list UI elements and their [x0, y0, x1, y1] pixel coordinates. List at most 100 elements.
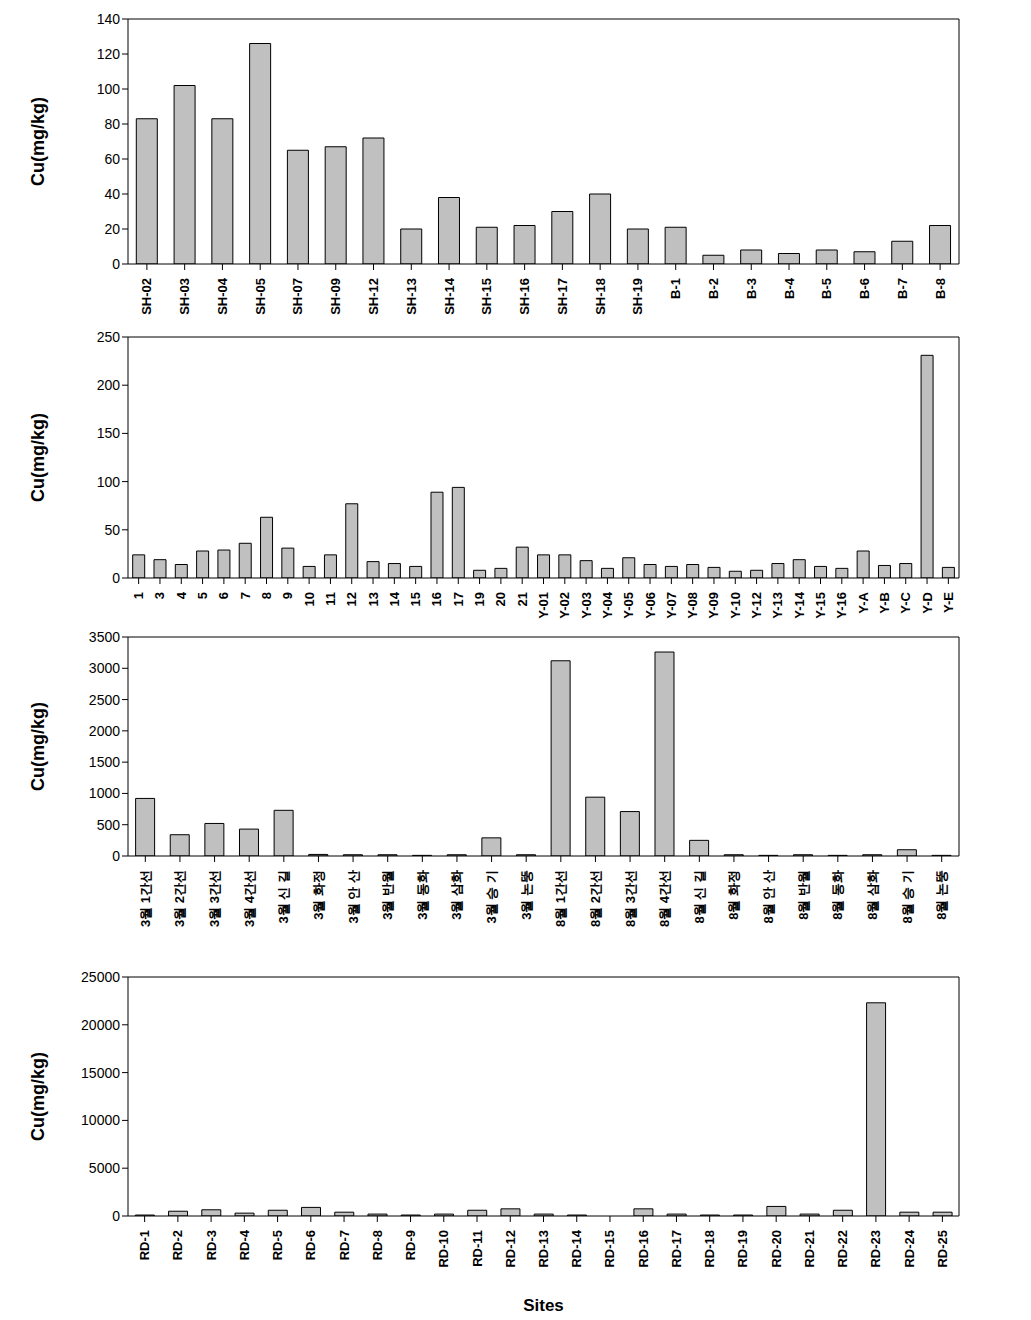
svg-text:50: 50 [104, 522, 120, 538]
svg-text:1000: 1000 [89, 785, 120, 801]
svg-text:SH-13: SH-13 [404, 278, 419, 315]
svg-text:0: 0 [112, 570, 120, 586]
svg-text:140: 140 [97, 11, 121, 27]
svg-text:Y-06: Y-06 [643, 592, 658, 619]
svg-text:120: 120 [97, 46, 121, 62]
svg-text:5: 5 [195, 592, 210, 599]
svg-text:SH-18: SH-18 [593, 278, 608, 315]
svg-text:RD-6: RD-6 [303, 1230, 318, 1260]
svg-text:Y-12: Y-12 [749, 592, 764, 619]
svg-text:Y-16: Y-16 [834, 592, 849, 619]
svg-text:RD-13: RD-13 [536, 1230, 551, 1268]
svg-text:8: 8 [259, 592, 274, 599]
svg-text:Y-13: Y-13 [770, 592, 785, 619]
svg-text:8월 신 길: 8월 신 길 [692, 870, 707, 923]
svg-text:SH-14: SH-14 [442, 277, 457, 315]
svg-text:17: 17 [451, 592, 466, 606]
svg-text:Y-C: Y-C [898, 591, 913, 613]
svg-text:0: 0 [112, 1208, 120, 1224]
svg-text:500: 500 [97, 817, 121, 833]
svg-text:RD-23: RD-23 [868, 1230, 883, 1268]
svg-text:Y-B: Y-B [877, 592, 892, 614]
svg-text:1: 1 [131, 592, 146, 599]
svg-text:14: 14 [387, 591, 402, 606]
svg-text:RD-12: RD-12 [503, 1230, 518, 1268]
svg-text:8월 2간선: 8월 2간선 [588, 870, 603, 927]
svg-text:SH-09: SH-09 [328, 278, 343, 315]
svg-text:15000: 15000 [81, 1065, 120, 1081]
svg-text:Y-08: Y-08 [685, 592, 700, 619]
svg-text:15: 15 [408, 592, 423, 606]
svg-text:20: 20 [104, 221, 120, 237]
svg-text:8월 3간선: 8월 3간선 [623, 870, 638, 927]
svg-text:RD-17: RD-17 [669, 1230, 684, 1268]
svg-text:SH-02: SH-02 [139, 278, 154, 315]
svg-text:Y-D: Y-D [920, 592, 935, 614]
svg-text:RD-14: RD-14 [569, 1229, 584, 1267]
svg-text:2500: 2500 [89, 692, 120, 708]
svg-text:8월 삼화: 8월 삼화 [865, 870, 880, 920]
svg-text:60: 60 [104, 151, 120, 167]
svg-text:RD-3: RD-3 [204, 1230, 219, 1260]
svg-text:20: 20 [493, 592, 508, 606]
svg-text:8월 안 산: 8월 안 산 [761, 870, 776, 923]
svg-text:RD-4: RD-4 [237, 1229, 252, 1260]
svg-text:9: 9 [280, 592, 295, 599]
svg-text:SH-03: SH-03 [177, 278, 192, 315]
svg-text:B-5: B-5 [819, 278, 834, 299]
svg-text:Y-10: Y-10 [728, 592, 743, 619]
svg-text:20000: 20000 [81, 1017, 120, 1033]
svg-text:3월 삼화: 3월 삼화 [449, 870, 464, 920]
svg-text:RD-19: RD-19 [735, 1230, 750, 1268]
svg-text:2000: 2000 [89, 723, 120, 739]
svg-text:200: 200 [97, 377, 121, 393]
svg-text:SH-16: SH-16 [517, 278, 532, 315]
svg-text:12: 12 [344, 592, 359, 606]
svg-text:16: 16 [429, 592, 444, 606]
svg-text:RD-10: RD-10 [436, 1230, 451, 1268]
svg-text:SH-12: SH-12 [366, 278, 381, 315]
svg-text:SH-07: SH-07 [290, 278, 305, 315]
svg-text:8월 1간선: 8월 1간선 [553, 870, 568, 927]
svg-text:RD-24: RD-24 [902, 1229, 917, 1267]
svg-text:21: 21 [515, 592, 530, 606]
svg-text:RD-20: RD-20 [769, 1230, 784, 1268]
svg-text:3월 2간선: 3월 2간선 [172, 870, 187, 927]
svg-text:6: 6 [216, 592, 231, 599]
svg-text:RD-2: RD-2 [170, 1230, 185, 1260]
svg-text:Y-02: Y-02 [557, 592, 572, 619]
svg-text:RD-15: RD-15 [602, 1230, 617, 1268]
svg-text:SH-19: SH-19 [630, 278, 645, 315]
svg-text:Y-E: Y-E [941, 592, 956, 613]
svg-text:4: 4 [174, 591, 189, 599]
svg-text:5000: 5000 [89, 1160, 120, 1176]
svg-text:Sites: Sites [523, 1296, 564, 1311]
svg-text:1500: 1500 [89, 754, 120, 770]
svg-text:SH-15: SH-15 [479, 278, 494, 315]
svg-text:0: 0 [112, 256, 120, 272]
svg-text:B-6: B-6 [857, 278, 872, 299]
svg-text:Cu(mg/kg): Cu(mg/kg) [28, 1052, 48, 1141]
svg-text:SH-05: SH-05 [253, 278, 268, 315]
svg-text:3월 화정: 3월 화정 [311, 870, 326, 920]
svg-text:8월 화정: 8월 화정 [726, 870, 741, 920]
svg-text:Y-04: Y-04 [600, 591, 615, 619]
svg-text:RD-5: RD-5 [270, 1230, 285, 1260]
svg-text:B-4: B-4 [782, 277, 797, 299]
svg-text:Y-01: Y-01 [536, 592, 551, 619]
svg-text:40: 40 [104, 186, 120, 202]
svg-text:3: 3 [152, 592, 167, 599]
svg-text:RD-1: RD-1 [137, 1230, 152, 1260]
svg-text:B-8: B-8 [933, 278, 948, 299]
svg-text:Cu(mg/kg): Cu(mg/kg) [28, 413, 48, 502]
svg-text:80: 80 [104, 116, 120, 132]
svg-text:B-7: B-7 [895, 278, 910, 299]
svg-text:25000: 25000 [81, 969, 120, 985]
svg-text:8월 동화: 8월 동화 [830, 870, 845, 920]
svg-text:Y-A: Y-A [856, 591, 871, 613]
svg-text:RD-21: RD-21 [802, 1230, 817, 1268]
svg-text:3월 반월: 3월 반월 [380, 870, 395, 920]
svg-text:3월 논뚱: 3월 논뚱 [519, 870, 534, 920]
svg-text:Cu(mg/kg): Cu(mg/kg) [28, 97, 48, 186]
svg-text:3월 4간선: 3월 4간선 [242, 870, 257, 927]
